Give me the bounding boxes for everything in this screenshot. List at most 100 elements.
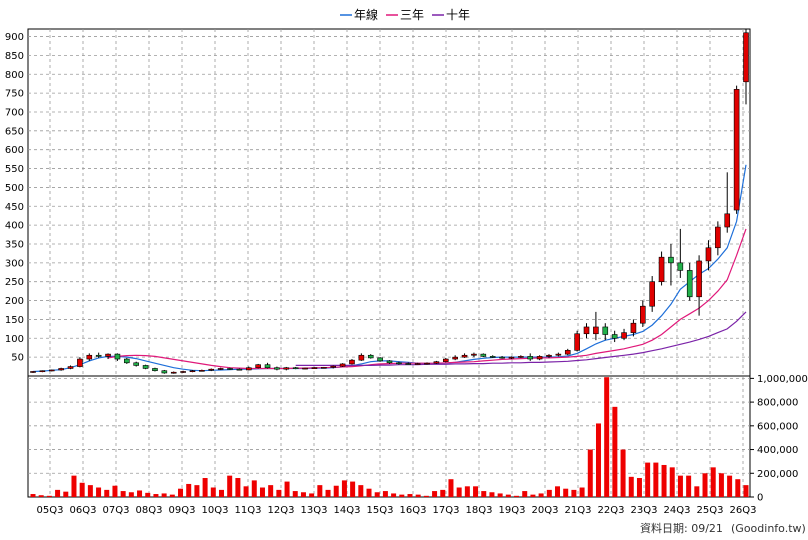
candle-body — [58, 368, 64, 371]
volume-bar — [300, 492, 306, 497]
volume-bar — [481, 491, 487, 497]
volume-bar — [161, 493, 167, 497]
time-tick-label: 14Q3 — [334, 505, 361, 516]
volume-bar — [407, 494, 413, 497]
candle-body — [640, 305, 646, 324]
candle-body — [67, 366, 74, 369]
candle-body — [715, 226, 721, 249]
candle-body — [180, 371, 186, 373]
candle-body — [611, 334, 618, 339]
volume-bar — [317, 485, 323, 497]
candle-body — [152, 368, 158, 372]
volume-bar — [571, 489, 577, 497]
volume-bar — [333, 485, 339, 497]
data-date-label: 資料日期: 09/21 — [640, 521, 723, 535]
volume-tick-label: 800,000 — [757, 398, 798, 409]
candle-body — [86, 354, 93, 360]
candle-body — [705, 247, 712, 262]
time-tick-label: 23Q3 — [631, 505, 658, 516]
candle-body — [189, 370, 196, 373]
volume-bar — [202, 478, 208, 497]
time-tick-label: 19Q3 — [499, 505, 526, 516]
time-tick-label: 17Q3 — [433, 505, 460, 516]
volume-bar — [358, 485, 364, 497]
candle-body — [536, 356, 543, 360]
volume-bar — [63, 491, 69, 497]
time-tick-label: 11Q3 — [235, 505, 262, 516]
volume-bar — [497, 493, 503, 497]
candle-body — [339, 363, 346, 367]
volume-bar — [489, 492, 495, 497]
volume-bar — [702, 473, 708, 497]
candle-body — [480, 353, 487, 357]
volume-bar — [169, 494, 175, 497]
candle-body — [264, 364, 271, 369]
volume-bar — [120, 491, 126, 497]
volume-bar — [194, 485, 200, 497]
time-tick-label: 08Q3 — [136, 505, 163, 516]
candle-body — [133, 362, 139, 366]
candle-body — [217, 368, 224, 370]
price-tick-label: 850 — [5, 51, 24, 62]
volume-tick-label: 200,000 — [757, 469, 798, 480]
candle-body — [724, 213, 731, 228]
grid-lines — [28, 29, 750, 497]
time-tick-label: 26Q3 — [730, 505, 757, 516]
volume-bar — [628, 476, 634, 497]
time-tick-label: 20Q3 — [532, 505, 559, 516]
price-tick-label: 150 — [5, 315, 24, 326]
volume-bar — [661, 464, 667, 497]
volume-bar — [473, 486, 479, 497]
candle-body — [630, 322, 637, 333]
price-tick-label: 650 — [5, 126, 24, 137]
volume-bar — [530, 494, 536, 497]
candle-body — [499, 356, 505, 359]
candle-body — [686, 270, 693, 298]
volume-bar — [227, 475, 233, 497]
price-tick-label: 100 — [5, 334, 24, 345]
candle-body — [161, 370, 168, 374]
volume-bar — [604, 377, 610, 497]
volume-bar — [30, 494, 36, 497]
candle-body — [555, 353, 562, 356]
candle-body — [461, 354, 468, 358]
price-tick-label: 600 — [5, 145, 24, 156]
volume-bar — [374, 492, 380, 497]
candle-body — [311, 367, 318, 370]
candle-body — [95, 354, 102, 357]
candle-body — [77, 358, 83, 367]
volume-bar — [718, 473, 724, 497]
price-tick-label: 250 — [5, 277, 24, 288]
price-tick-label: 50 — [11, 353, 24, 364]
candle-body — [546, 354, 552, 357]
price-tick-label: 900 — [5, 32, 24, 43]
candle-body — [433, 361, 440, 364]
legend-item-ten-year: 十年 — [432, 8, 470, 22]
candle-body — [396, 362, 402, 365]
source-label: (Goodinfo.tw) — [731, 522, 806, 535]
legend-item-year-line: 年線 — [340, 7, 378, 22]
volume-bars — [30, 377, 749, 497]
volume-bar — [399, 494, 405, 497]
candle-body — [452, 356, 458, 360]
time-tick-label: 16Q3 — [400, 505, 427, 516]
volume-bar — [382, 491, 388, 497]
candle-body — [105, 353, 111, 357]
volume-bar — [546, 489, 552, 497]
volume-bar — [505, 494, 511, 497]
volume-bar — [128, 492, 134, 497]
volume-bar — [153, 494, 159, 497]
volume-bar — [595, 423, 601, 497]
volume-bar — [112, 485, 118, 497]
volume-bar — [686, 475, 692, 497]
time-tick-label: 15Q3 — [367, 505, 394, 516]
legend-item-three-year: 三年 — [386, 8, 424, 22]
candle-body — [471, 353, 477, 356]
volume-bar — [251, 480, 257, 497]
volume-bar — [79, 482, 85, 497]
time-axis-ticks: 05Q3 06Q3 07Q3 08Q3 09Q3 10Q3 11Q3 12Q3 13Q3 14Q3… — [37, 505, 757, 516]
price-tick-label: 200 — [5, 296, 24, 307]
candle-body — [442, 358, 449, 362]
candle-body — [386, 360, 393, 364]
